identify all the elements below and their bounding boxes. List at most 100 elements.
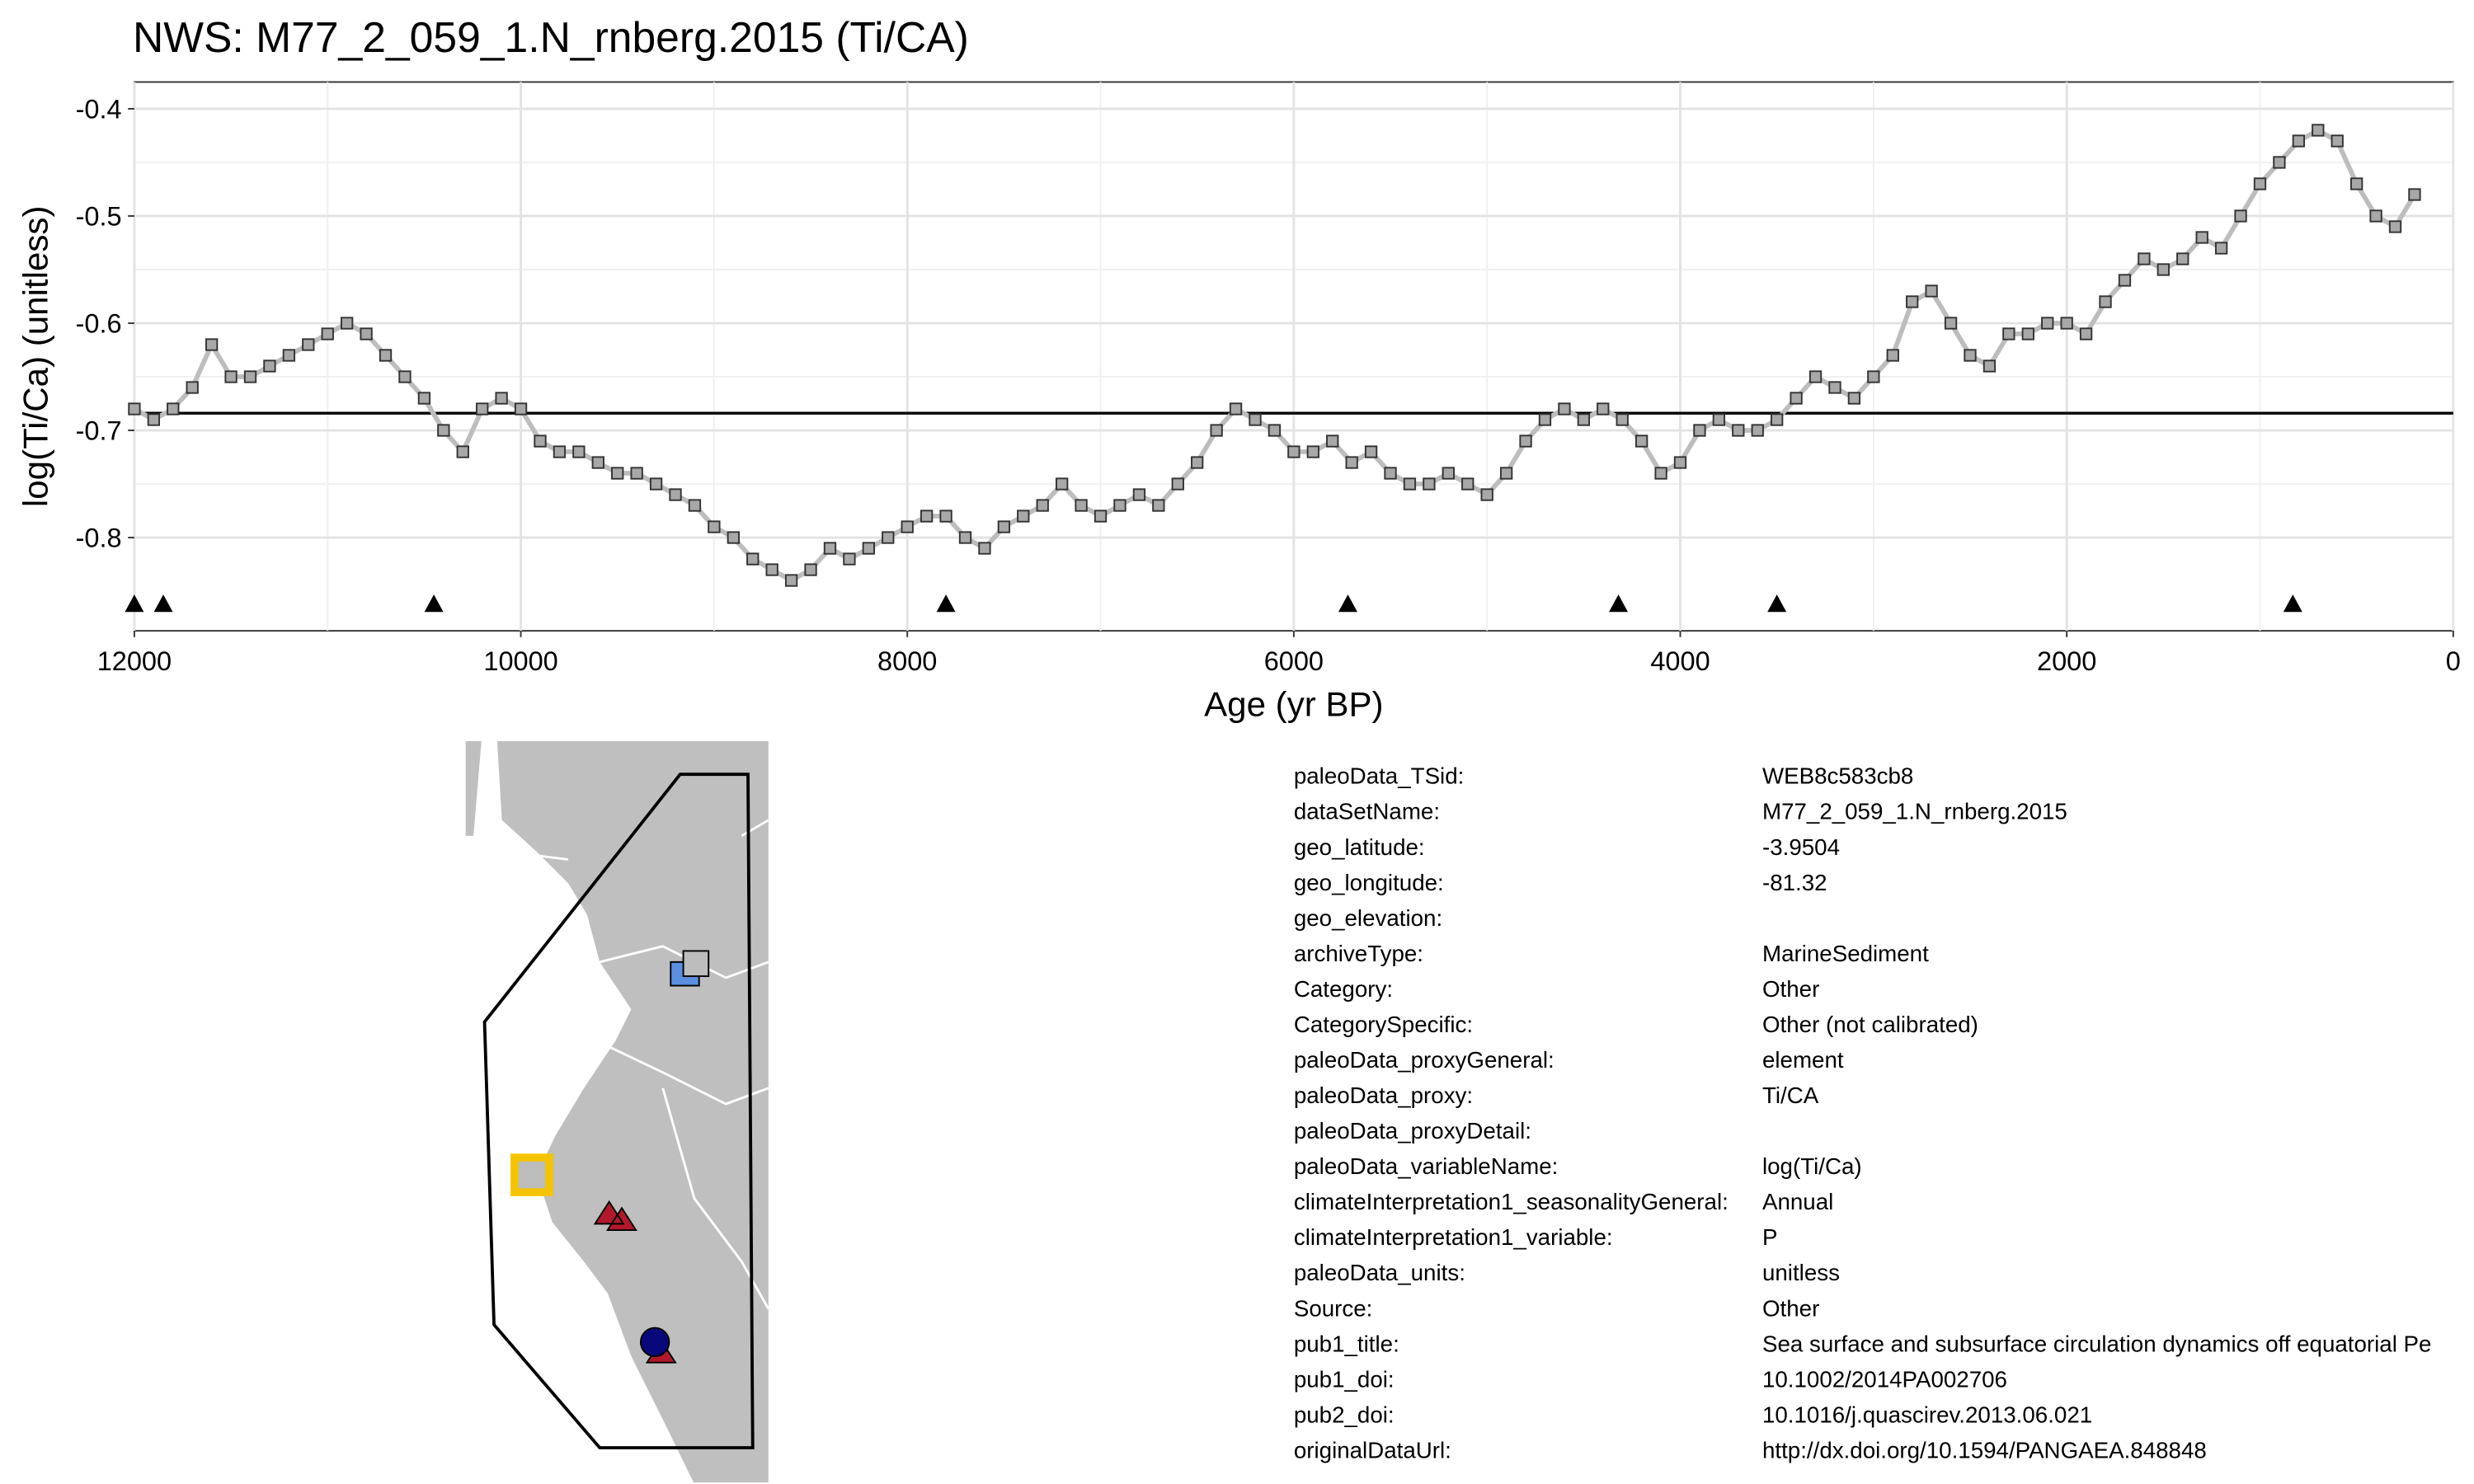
data-point: [1191, 456, 1204, 469]
data-point: [495, 392, 508, 405]
chronology-marker: [936, 594, 956, 613]
metadata-key: originalDataUrl:: [1294, 1437, 1451, 1463]
x-tick-label: 0: [2446, 646, 2461, 676]
site-marker: [682, 950, 710, 978]
data-point: [1982, 359, 1997, 373]
data-point: [765, 563, 778, 576]
data-point: [901, 520, 914, 533]
metadata-key: pub1_doi:: [1294, 1366, 1395, 1392]
chronology-marker: [125, 594, 144, 613]
metadata-value: P: [1762, 1224, 1778, 1250]
data-point: [2118, 274, 2132, 287]
data-point: [1210, 424, 1223, 437]
data-point: [2349, 177, 2363, 190]
metadata-key: CategorySpecific:: [1294, 1012, 1473, 1037]
data-point: [2195, 231, 2208, 244]
data-point: [669, 488, 682, 501]
metadata-key: geo_longitude:: [1294, 870, 1444, 895]
data-point: [2041, 317, 2054, 330]
data-point: [2021, 327, 2034, 340]
chronology-marker: [153, 594, 173, 613]
chronology-marker: [1338, 594, 1357, 613]
data-point: [2079, 327, 2093, 340]
data-point: [1423, 477, 1436, 491]
data-point: [379, 349, 393, 362]
metadata-value: Other (not calibrated): [1762, 1012, 1978, 1037]
data-point: [1268, 424, 1282, 437]
metadata-value: Ti/CA: [1762, 1082, 1819, 1108]
data-point: [1094, 510, 1108, 523]
data-point: [417, 392, 431, 405]
data-point: [534, 434, 547, 448]
plot-layer: 12000 10000 8000 6000 4000 2000 0 -0.8 -0.7 -0.6 -…: [76, 82, 2461, 676]
metadata-key: paleoData_units:: [1294, 1260, 1465, 1285]
metadata-value: element: [1762, 1047, 1844, 1073]
data-point: [746, 552, 760, 566]
metadata-value: -3.9504: [1762, 834, 1840, 860]
map: [465, 741, 769, 1483]
data-point: [1577, 413, 1591, 426]
metadata-key: climateInterpretation1_variable:: [1294, 1224, 1613, 1250]
data-point: [1751, 424, 1764, 437]
data-point: [2214, 242, 2228, 255]
data-point: [1944, 317, 1958, 330]
data-point: [1249, 413, 1262, 426]
data-point: [1712, 413, 1726, 426]
metadata-value: http://dx.doi.org/10.1594/PANGAEA.848848: [1762, 1437, 2207, 1463]
metadata-key: Category:: [1294, 976, 1393, 1002]
y-tick-label: -0.6: [76, 308, 122, 338]
chronology-marker: [1609, 594, 1629, 613]
metadata-key: paleoData_TSid:: [1294, 763, 1464, 789]
data-point: [1017, 510, 1030, 523]
land: [465, 741, 482, 836]
data-point: [282, 349, 296, 362]
data-point: [2331, 134, 2344, 148]
data-point: [2099, 295, 2112, 308]
data-point: [437, 424, 450, 437]
data-point: [572, 445, 586, 458]
data-point: [167, 402, 180, 416]
data-point: [2312, 124, 2325, 137]
x-tick-label: 10000: [483, 646, 557, 676]
data-point: [1828, 381, 1841, 394]
data-point: [823, 542, 837, 555]
metadata-value: Annual: [1762, 1189, 1833, 1214]
metadata-value: M77_2_059_1.N_rnberg.2015: [1762, 799, 2067, 824]
data-point: [1847, 392, 1861, 405]
data-point: [1287, 445, 1300, 458]
y-axis-label: log(Ti/Ca) (unitless): [16, 206, 55, 508]
x-tick-label: 2000: [2037, 646, 2096, 676]
y-tick-label: -0.5: [76, 201, 122, 231]
data-point: [147, 413, 160, 426]
metadata-key: pub1_title:: [1294, 1331, 1399, 1356]
data-point: [1480, 488, 1493, 501]
data-point: [1403, 477, 1417, 491]
data-point: [398, 370, 412, 383]
chronology-marker: [424, 594, 444, 613]
metadata-value: -81.32: [1762, 870, 1827, 895]
data-point: [804, 563, 817, 576]
data-point: [1306, 445, 1319, 458]
data-point: [978, 542, 991, 555]
data-point: [1113, 499, 1126, 512]
metadata-key: geo_latitude:: [1294, 834, 1425, 860]
metadata-key: Source:: [1294, 1295, 1373, 1321]
metadata-value: log(Ti/Ca): [1762, 1153, 1862, 1179]
data-point: [2408, 188, 2421, 201]
data-point: [1132, 488, 1146, 501]
data-point: [456, 445, 469, 458]
x-tick-label: 12000: [97, 646, 172, 676]
metadata-value: 10.1016/j.quascirev.2013.06.021: [1762, 1402, 2092, 1427]
data-point: [784, 574, 798, 587]
data-point: [862, 542, 875, 555]
data-point: [727, 531, 740, 544]
data-point: [1056, 477, 1069, 491]
metadata-key: dataSetName:: [1294, 799, 1440, 824]
data-point: [1384, 467, 1397, 480]
data-point: [2388, 220, 2402, 233]
data-point: [1538, 413, 1552, 426]
data-point: [882, 531, 895, 544]
data-point: [2157, 263, 2170, 276]
data-point: [2176, 252, 2189, 265]
